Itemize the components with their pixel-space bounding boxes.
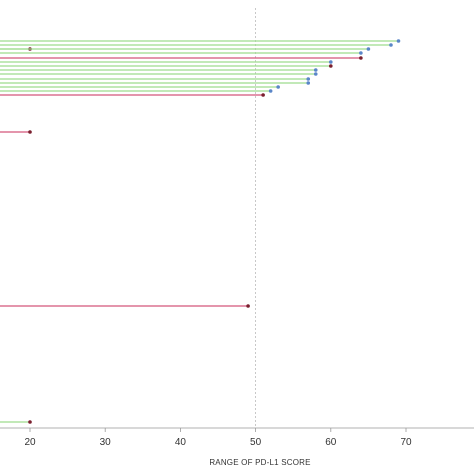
lollipop-dot-1: [396, 39, 401, 43]
lollipop-7: [0, 60, 333, 64]
lollipop-2: [0, 43, 393, 47]
lollipop-16: [0, 130, 32, 134]
x-axis-title: RANGE OF PD-L1 SCORE: [209, 458, 310, 467]
lollipop-8: [0, 64, 333, 68]
x-tick-label-30: 30: [100, 437, 112, 448]
lollipop-5: [0, 51, 363, 55]
lollipop-14: [0, 89, 273, 93]
x-tick-label-70: 70: [400, 437, 412, 448]
lollipop-17: [0, 304, 250, 308]
lollipop-9: [0, 68, 318, 72]
lollipop-dot-13: [276, 85, 280, 89]
lollipop-6: [0, 56, 363, 60]
lollipop-dot-9: [313, 68, 318, 72]
lollipop-4: [0, 47, 371, 51]
lollipop-dot-2: [389, 43, 393, 47]
lollipop-dot-8: [329, 64, 333, 68]
lollipop-dot-4: [366, 47, 371, 51]
lollipop-18: [0, 420, 32, 424]
lollipop-dot-15: [261, 93, 265, 97]
bars-layer: [0, 39, 401, 424]
lollipop-dot-6: [359, 56, 363, 60]
lollipop-11: [0, 77, 311, 81]
lollipop-dot-11: [306, 77, 311, 81]
x-axis: 20 30 40 50 60 70: [0, 427, 474, 448]
lollipop-dot-10: [313, 72, 318, 76]
x-tick-label-40: 40: [175, 437, 187, 448]
lollipop-15: [0, 93, 265, 97]
lollipop-12: [0, 81, 311, 85]
lollipop-dot-16: [28, 130, 32, 134]
lollipop-dot-12: [306, 81, 311, 85]
lollipop-13: [0, 85, 280, 89]
lollipop-dot-5: [359, 51, 363, 55]
lollipop-dot-14: [268, 89, 273, 93]
lollipop-10: [0, 72, 318, 76]
x-tick-label-50: 50: [250, 437, 262, 448]
lollipop-dot-18: [28, 420, 32, 424]
lollipop-1: [0, 39, 401, 43]
x-tick-label-20: 20: [24, 437, 36, 448]
lollipop-dot-7: [329, 60, 333, 64]
lollipop-dot-17: [246, 304, 250, 308]
x-tick-label-60: 60: [325, 437, 337, 448]
